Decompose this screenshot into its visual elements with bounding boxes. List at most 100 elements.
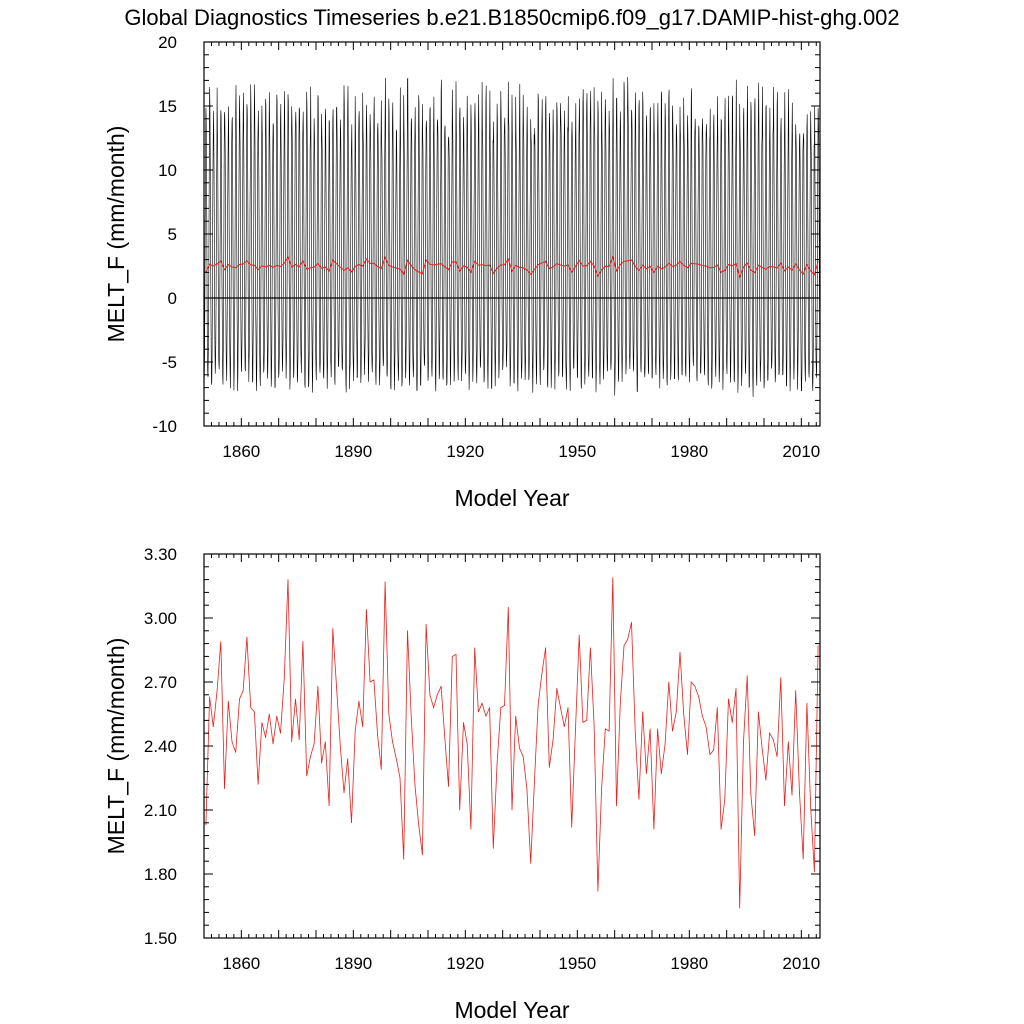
data-point (291, 741, 293, 743)
bottom-panel: 1860 1890 1920 1950 1980 2010 1.50 1.80 2.10 2.40… (103, 545, 821, 1023)
y-tick-label: 1.50 (144, 929, 177, 948)
x-tick-label: 1890 (334, 954, 372, 973)
data-point (384, 581, 386, 583)
data-point (459, 809, 461, 811)
data-point (552, 739, 554, 740)
data-point (239, 698, 240, 700)
x-tick-label: 2010 (782, 954, 820, 973)
data-point (664, 743, 666, 745)
data-point (507, 606, 509, 608)
y-tick-label: 2.70 (144, 673, 177, 692)
data-point (776, 756, 778, 758)
data-point (713, 749, 714, 751)
plot-frame (203, 41, 821, 427)
data-point (653, 828, 655, 830)
data-point (608, 730, 610, 732)
data-point (302, 641, 304, 642)
data-point (575, 728, 576, 730)
data-point (780, 677, 782, 679)
data-point (702, 715, 703, 717)
data-point (604, 728, 606, 730)
data-point (470, 828, 472, 830)
data-point (343, 792, 345, 794)
data-point (810, 807, 812, 809)
data-point (511, 809, 513, 811)
data-point (705, 726, 707, 728)
data-point (295, 698, 296, 700)
data-point (560, 707, 561, 708)
data-point (261, 722, 263, 723)
data-point (694, 685, 696, 687)
data-point (772, 739, 774, 740)
data-point (242, 690, 244, 691)
data-point (616, 805, 617, 807)
data-point (310, 756, 311, 758)
data-point (563, 726, 565, 728)
data-point (754, 835, 756, 836)
data-point (817, 645, 819, 647)
data-point (351, 822, 352, 824)
data-point (362, 726, 364, 728)
data-point (227, 700, 229, 702)
data-point (489, 707, 490, 708)
data-point (392, 741, 393, 743)
data-point (724, 798, 726, 800)
data-point (556, 688, 558, 689)
data-point (429, 694, 431, 696)
data-point (526, 788, 528, 790)
data-point (578, 634, 580, 636)
data-point (205, 824, 207, 826)
data-point (358, 700, 360, 702)
data-point (478, 711, 479, 713)
data-point (481, 702, 483, 704)
data-point (601, 788, 602, 790)
data-point (769, 732, 770, 734)
data-point (631, 621, 632, 623)
data-point (612, 577, 614, 578)
data-point (799, 792, 800, 794)
data-point (212, 726, 214, 728)
data-point (336, 685, 337, 687)
data-point (403, 858, 405, 860)
data-point (750, 794, 752, 796)
data-point (530, 862, 532, 864)
data-point (209, 696, 211, 698)
data-point (728, 698, 729, 700)
top-panel: 1860 1890 1920 1950 1980 2010 -10 -5 0 5 10 15 20 Mod… (103, 33, 821, 511)
plot-frame (203, 553, 821, 939)
data-point (709, 754, 711, 755)
y-tick-label: -10 (152, 417, 177, 436)
x-axis-label: Model Year (454, 997, 569, 1023)
data-point (638, 798, 640, 800)
data-point (802, 858, 804, 860)
data-point (298, 739, 300, 740)
data-point (265, 737, 266, 738)
data-point (474, 647, 476, 649)
monthly-series-line (204, 76, 820, 398)
data-point (687, 754, 688, 755)
y-tick-label: 2.40 (144, 737, 177, 756)
data-point (634, 730, 636, 732)
data-point (306, 775, 308, 777)
data-point (433, 707, 434, 708)
data-point (388, 713, 390, 715)
data-point (280, 732, 281, 734)
data-point (567, 707, 569, 708)
data-point (743, 741, 744, 743)
data-point (366, 609, 367, 610)
data-point (522, 756, 524, 758)
data-point (272, 743, 274, 745)
data-point (317, 685, 319, 687)
x-tick-label: 1920 (446, 442, 484, 461)
y-axis-label: MELT_F (mm/month) (103, 126, 129, 343)
data-point (250, 707, 252, 708)
data-point (619, 702, 621, 704)
y-tick-label: 5 (168, 225, 177, 244)
data-point (425, 624, 427, 625)
data-point (593, 724, 595, 726)
y-tick-label: 1.80 (144, 865, 177, 884)
data-point (761, 747, 763, 749)
data-point (283, 677, 285, 679)
y-tick-label: 15 (158, 97, 177, 116)
